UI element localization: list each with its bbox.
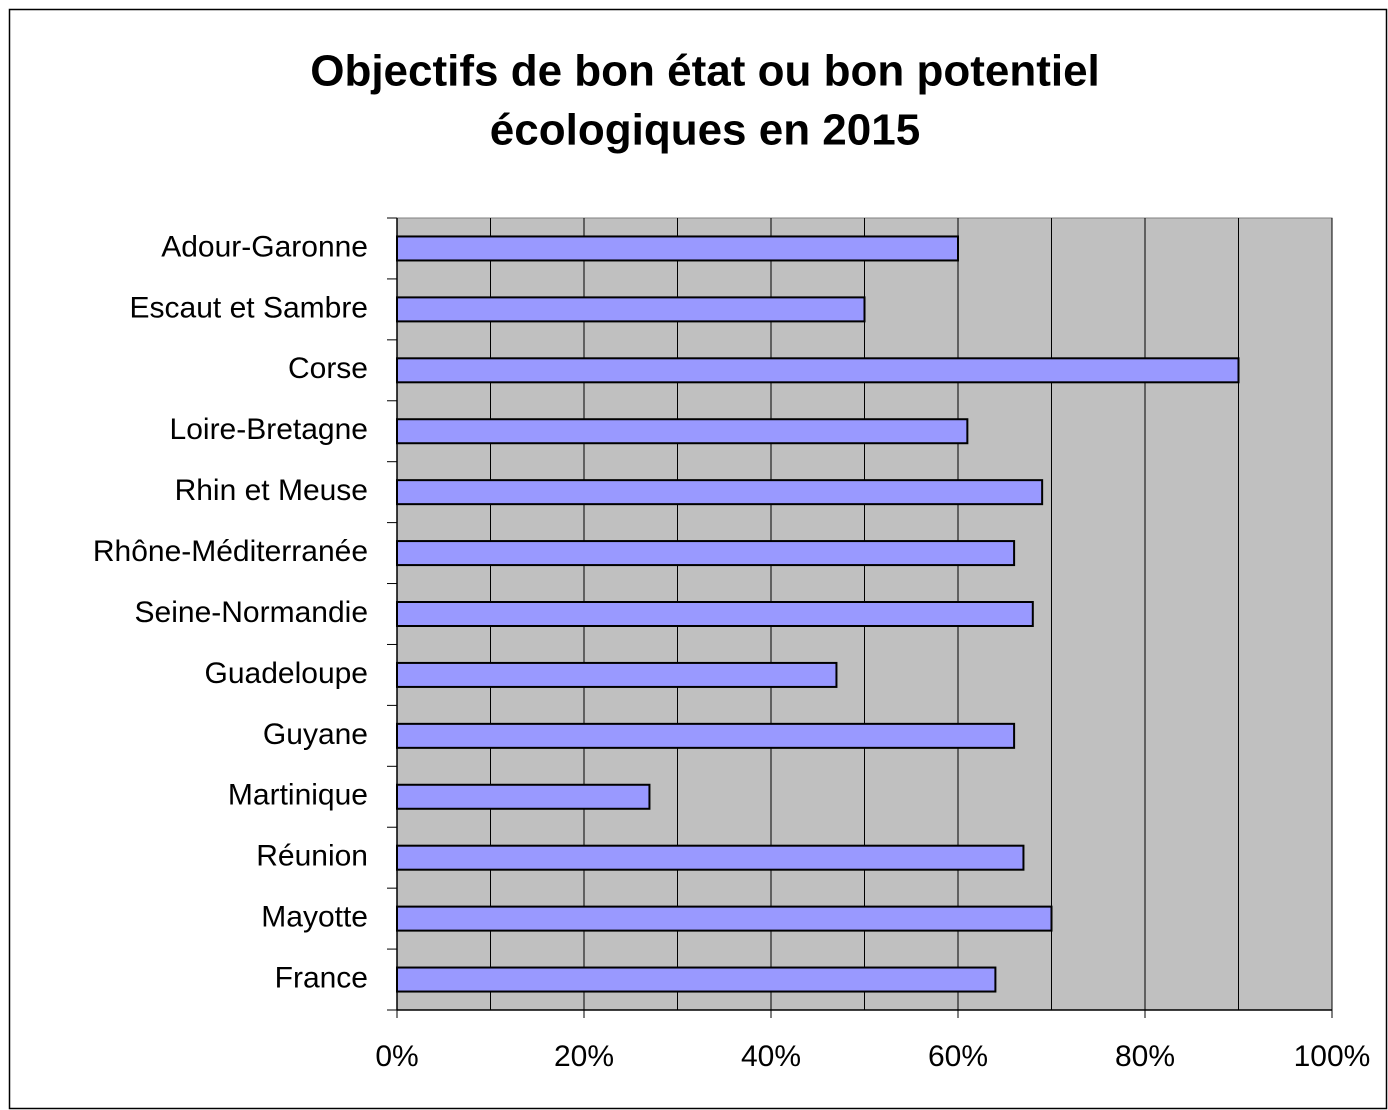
y-tick-label: Corse	[288, 352, 368, 385]
bar	[396, 661, 838, 688]
x-tick-label: 40%	[741, 1040, 801, 1073]
y-tick-label: Loire-Bretagne	[170, 413, 368, 446]
y-tick-label: Martinique	[228, 779, 368, 812]
x-tick-label: 0%	[375, 1040, 418, 1073]
bar	[396, 722, 1016, 749]
y-tick-label: Mayotte	[261, 901, 368, 934]
bar	[396, 235, 959, 262]
y-tick-label: Guyane	[263, 718, 368, 751]
x-tick-label: 100%	[1294, 1040, 1371, 1073]
y-tick-label: Guadeloupe	[205, 657, 368, 690]
bar	[396, 844, 1025, 871]
x-tick-label: 80%	[1115, 1040, 1175, 1073]
y-tick-label: Seine-Normandie	[135, 596, 368, 629]
chart-title: Objectifs de bon état ou bon potentiel	[310, 47, 1100, 96]
bar	[396, 601, 1034, 627]
bar	[396, 540, 1016, 567]
bar	[396, 418, 969, 445]
bar	[396, 966, 997, 993]
bar	[396, 783, 651, 810]
chart-title: écologiques en 2015	[490, 106, 920, 155]
x-tick-label: 60%	[928, 1040, 988, 1073]
y-tick-label: France	[275, 961, 368, 994]
bar	[396, 905, 1053, 932]
bar	[396, 479, 1044, 506]
y-tick-label: Adour-Garonne	[161, 230, 368, 263]
y-tick-label: Réunion	[256, 840, 368, 873]
y-tick-label: Escaut et Sambre	[130, 291, 368, 324]
x-tick-label: 20%	[554, 1040, 614, 1073]
y-tick-label: Rhin et Meuse	[175, 474, 368, 507]
bar	[396, 357, 1240, 384]
y-tick-label: Rhône-Méditerranée	[93, 535, 368, 568]
bar	[396, 296, 866, 323]
